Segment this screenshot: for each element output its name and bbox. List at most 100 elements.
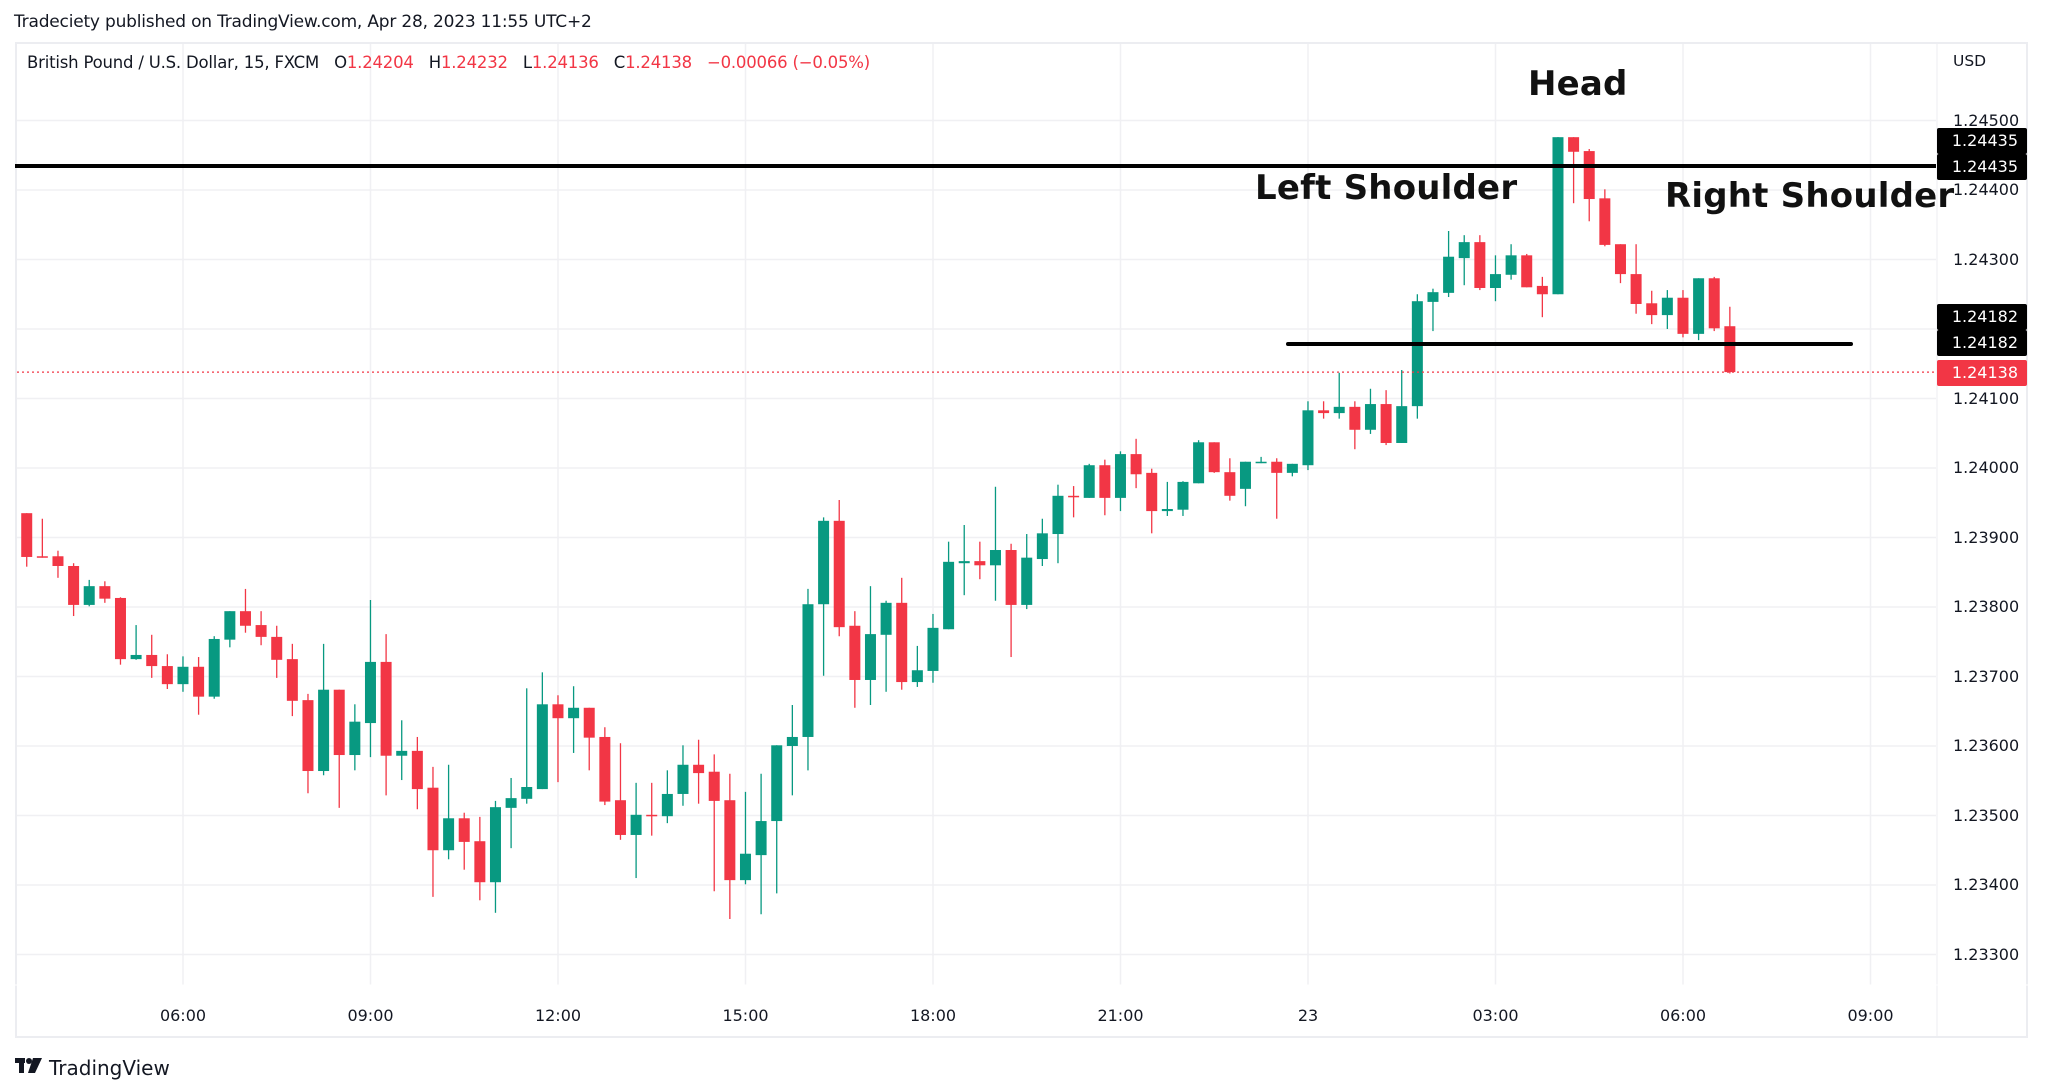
candle-body[interactable]	[193, 666, 205, 697]
candle-body[interactable]	[974, 561, 986, 566]
candle-body[interactable]	[1208, 442, 1220, 473]
candle-body[interactable]	[1474, 242, 1486, 288]
candle-body[interactable]	[880, 602, 892, 635]
candle-body[interactable]	[755, 821, 767, 856]
candle-body[interactable]	[911, 670, 923, 683]
candle-body[interactable]	[1458, 242, 1470, 259]
candle-body[interactable]	[1224, 472, 1236, 496]
candle-body[interactable]	[1568, 137, 1580, 152]
candle-body[interactable]	[1130, 454, 1142, 475]
candle-body[interactable]	[1411, 301, 1423, 407]
right-shoulder-label[interactable]: Right Shoulder	[1665, 176, 1955, 216]
candle-body[interactable]	[927, 627, 939, 671]
candle-body[interactable]	[146, 654, 158, 667]
candle-body[interactable]	[302, 700, 314, 772]
candle-body[interactable]	[271, 636, 283, 660]
candle-body[interactable]	[958, 561, 970, 564]
candle-body[interactable]	[286, 659, 298, 701]
candle-body[interactable]	[114, 597, 126, 660]
candle-body[interactable]	[130, 654, 142, 660]
candle-body[interactable]	[255, 625, 267, 637]
candle-body[interactable]	[1349, 406, 1361, 430]
candle-body[interactable]	[364, 661, 376, 724]
candle-body[interactable]	[427, 787, 439, 851]
candle-body[interactable]	[739, 853, 751, 881]
candle-body[interactable]	[458, 818, 470, 842]
candle-body[interactable]	[818, 520, 830, 605]
candle-body[interactable]	[1396, 406, 1408, 443]
symbol-title[interactable]: British Pound / U.S. Dollar, 15, FXCM	[27, 53, 320, 72]
candle-body[interactable]	[989, 550, 1001, 566]
candle-body[interactable]	[349, 721, 361, 756]
candle-body[interactable]	[396, 750, 408, 756]
candle-body[interactable]	[833, 520, 845, 628]
candle-body[interactable]	[1614, 244, 1626, 275]
candle-body[interactable]	[239, 611, 251, 626]
candle-body[interactable]	[552, 704, 564, 719]
candle-body[interactable]	[83, 586, 95, 605]
candle-body[interactable]	[1677, 297, 1689, 334]
candle-body[interactable]	[661, 793, 673, 817]
candle-body[interactable]	[1083, 465, 1095, 498]
candle-body[interactable]	[536, 704, 548, 790]
candle-body[interactable]	[52, 556, 64, 566]
candle-body[interactable]	[380, 661, 392, 756]
candle-body[interactable]	[1599, 198, 1611, 245]
candle-body[interactable]	[1271, 461, 1283, 473]
candle-body[interactable]	[177, 666, 189, 685]
currency-label[interactable]: USD	[1953, 52, 1987, 70]
candle-body[interactable]	[489, 807, 501, 883]
candle-body[interactable]	[224, 611, 236, 640]
candle-body[interactable]	[599, 736, 611, 802]
candle-body[interactable]	[1193, 442, 1205, 484]
candle-body[interactable]	[708, 771, 720, 801]
candle-body[interactable]	[1068, 495, 1080, 498]
candle-body[interactable]	[802, 604, 814, 737]
candle-body[interactable]	[1114, 454, 1126, 498]
candle-body[interactable]	[36, 556, 48, 558]
candle-body[interactable]	[1693, 278, 1705, 334]
candle-body[interactable]	[443, 818, 455, 851]
candle-body[interactable]	[646, 814, 658, 817]
candle-body[interactable]	[1177, 481, 1189, 510]
candle-body[interactable]	[1161, 509, 1173, 512]
candle-body[interactable]	[333, 689, 345, 756]
tradingview-logo[interactable]: TradingView	[15, 1055, 170, 1080]
candle-body[interactable]	[1052, 495, 1064, 535]
candle-body[interactable]	[1583, 151, 1595, 200]
candle-body[interactable]	[161, 666, 173, 685]
candle-body[interactable]	[1255, 461, 1267, 464]
candle-body[interactable]	[1427, 292, 1439, 302]
candle-body[interactable]	[1333, 406, 1345, 414]
candle-body[interactable]	[521, 787, 533, 799]
candle-body[interactable]	[505, 798, 517, 808]
candle-body[interactable]	[1552, 137, 1564, 295]
candle-body[interactable]	[583, 707, 595, 738]
candle-body[interactable]	[1005, 550, 1017, 605]
candle-body[interactable]	[786, 736, 798, 746]
candle-body[interactable]	[1646, 303, 1658, 316]
candle-body[interactable]	[1286, 463, 1298, 473]
candle-body[interactable]	[21, 513, 33, 557]
candle-body[interactable]	[849, 625, 861, 680]
candle-body[interactable]	[1443, 256, 1455, 293]
candle-body[interactable]	[1364, 404, 1376, 430]
candle-body[interactable]	[1021, 557, 1033, 605]
candle-body[interactable]	[1661, 297, 1673, 316]
candle-body[interactable]	[474, 841, 486, 883]
candle-body[interactable]	[6, 513, 17, 571]
candle-body[interactable]	[896, 602, 908, 683]
candle-body[interactable]	[1146, 472, 1158, 512]
candle-body[interactable]	[568, 707, 580, 719]
candle-body[interactable]	[1302, 410, 1314, 466]
head-label[interactable]: Head	[1528, 64, 1628, 104]
candle-body[interactable]	[1318, 410, 1330, 414]
candle-body[interactable]	[864, 634, 876, 680]
candle-body[interactable]	[1521, 255, 1533, 288]
chart-frame[interactable]	[15, 42, 2028, 1038]
candle-body[interactable]	[208, 638, 220, 697]
candle-body[interactable]	[677, 764, 689, 794]
candle-body[interactable]	[693, 764, 705, 774]
candle-body[interactable]	[1724, 326, 1736, 373]
